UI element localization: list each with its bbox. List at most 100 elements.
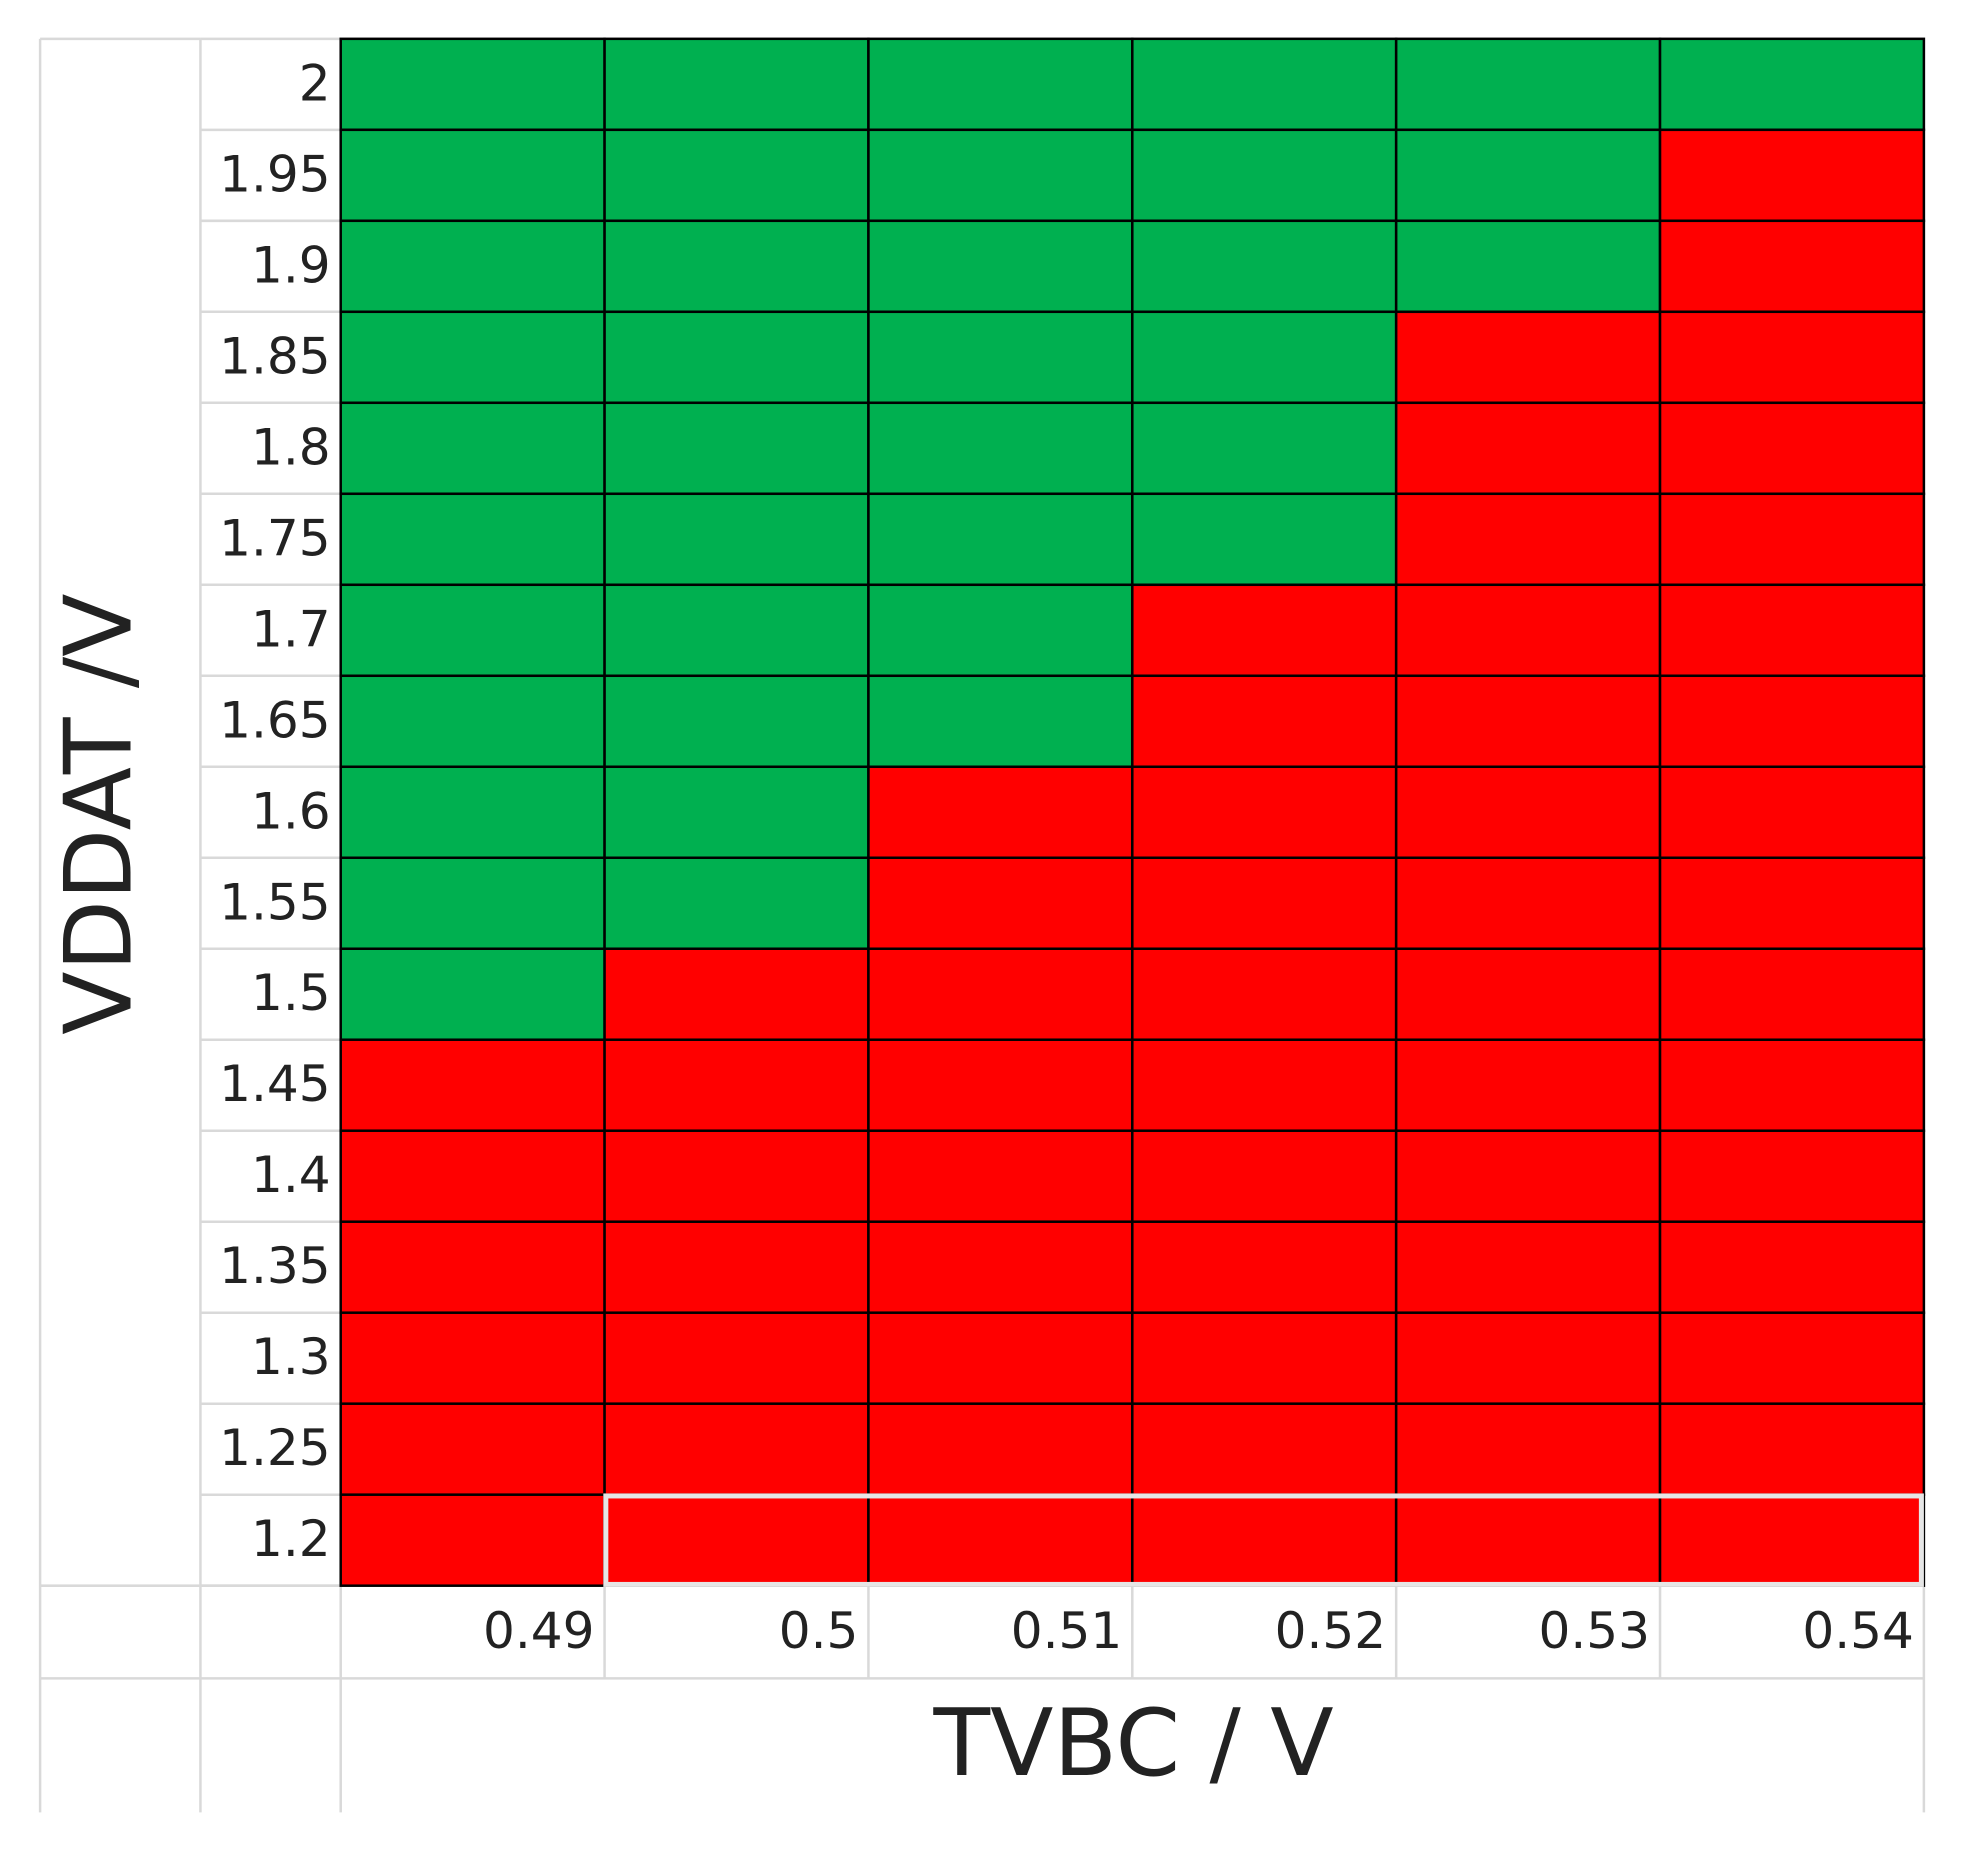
cell [1658, 401, 1926, 496]
cell [1658, 674, 1926, 769]
cell [867, 310, 1134, 405]
cell [867, 401, 1134, 496]
cell [1394, 219, 1662, 314]
cell [867, 37, 1134, 132]
cell [603, 37, 870, 132]
cell [1394, 37, 1662, 132]
cell [1394, 583, 1662, 678]
cell [1131, 37, 1398, 132]
selection-box [603, 1493, 1924, 1587]
cell [1658, 947, 1926, 1041]
cell [339, 1220, 606, 1314]
cell [339, 492, 606, 587]
y-axis-title: VDDAT /V [45, 593, 153, 1034]
cell [603, 1129, 870, 1223]
cell [1131, 583, 1398, 678]
row-label: 1.4 [251, 1145, 331, 1204]
cell [603, 128, 870, 223]
cell [1131, 765, 1398, 860]
cell [1394, 1402, 1662, 1496]
cell [1658, 1129, 1926, 1223]
cell [603, 856, 870, 950]
cell [867, 219, 1134, 314]
row-label: 1.95 [219, 144, 331, 203]
x-axis-title: TVBC / V [932, 1689, 1333, 1797]
cell [1394, 310, 1662, 405]
cell [1131, 1038, 1398, 1132]
cell [603, 1038, 870, 1132]
cell [603, 1220, 870, 1314]
row-label: 1.85 [219, 326, 331, 385]
cell [867, 1493, 1134, 1587]
cell [1658, 1311, 1926, 1405]
cell [1131, 947, 1398, 1041]
cell [339, 947, 606, 1041]
cell [1131, 219, 1398, 314]
row-label: 1.6 [251, 781, 331, 840]
row-label: 1.55 [219, 872, 331, 931]
cell [603, 1311, 870, 1405]
cell [339, 37, 606, 132]
cell [1394, 492, 1662, 587]
cell [1658, 1402, 1926, 1496]
cell [1658, 492, 1926, 587]
cell [867, 765, 1134, 860]
cell [1394, 1220, 1662, 1314]
cell [339, 1129, 606, 1223]
cell [1394, 401, 1662, 496]
column-label: 0.49 [483, 1601, 595, 1660]
cell [339, 856, 606, 950]
cell [1131, 1493, 1398, 1587]
cell [1131, 674, 1398, 769]
cell [1394, 856, 1662, 950]
cell [1658, 856, 1926, 950]
cell [339, 401, 606, 496]
cell [603, 310, 870, 405]
cell [1131, 856, 1398, 950]
cell [1131, 310, 1398, 405]
row-label: 1.25 [219, 1418, 331, 1477]
cell [339, 310, 606, 405]
row-label: 1.8 [251, 417, 331, 476]
cell [867, 492, 1134, 587]
row-label: 1.9 [251, 235, 331, 294]
cell [1658, 219, 1926, 314]
cell [339, 1402, 606, 1496]
row-label: 1.75 [219, 508, 331, 567]
cell [867, 1220, 1134, 1314]
cell [1394, 765, 1662, 860]
column-label: 0.51 [1011, 1601, 1123, 1660]
cell [603, 765, 870, 860]
row-label: 1.65 [219, 690, 331, 749]
cell [1658, 128, 1926, 223]
cell [1394, 128, 1662, 223]
cell [603, 674, 870, 769]
row-label: 2 [299, 53, 331, 112]
row-label: 1.5 [251, 963, 331, 1022]
row-label: 1.7 [251, 599, 331, 658]
cell [1658, 583, 1926, 678]
cell [867, 856, 1134, 950]
cell [603, 1493, 870, 1587]
row-label: 1.3 [251, 1327, 331, 1386]
cell [1394, 1311, 1662, 1405]
cell [603, 401, 870, 496]
cell [603, 492, 870, 587]
cell [1658, 1038, 1926, 1132]
cell [1394, 1129, 1662, 1223]
cell [867, 947, 1134, 1041]
cell [339, 1038, 606, 1132]
cell [339, 219, 606, 314]
cell [867, 1402, 1134, 1496]
cell [1131, 1129, 1398, 1223]
row-label: 1.2 [251, 1509, 331, 1568]
cell [1658, 1220, 1926, 1314]
cell [339, 765, 606, 860]
cell [339, 1311, 606, 1405]
cell [1658, 765, 1926, 860]
row-label: 1.35 [219, 1236, 331, 1295]
cell [1131, 128, 1398, 223]
cell [867, 674, 1134, 769]
cell [1394, 1493, 1662, 1587]
